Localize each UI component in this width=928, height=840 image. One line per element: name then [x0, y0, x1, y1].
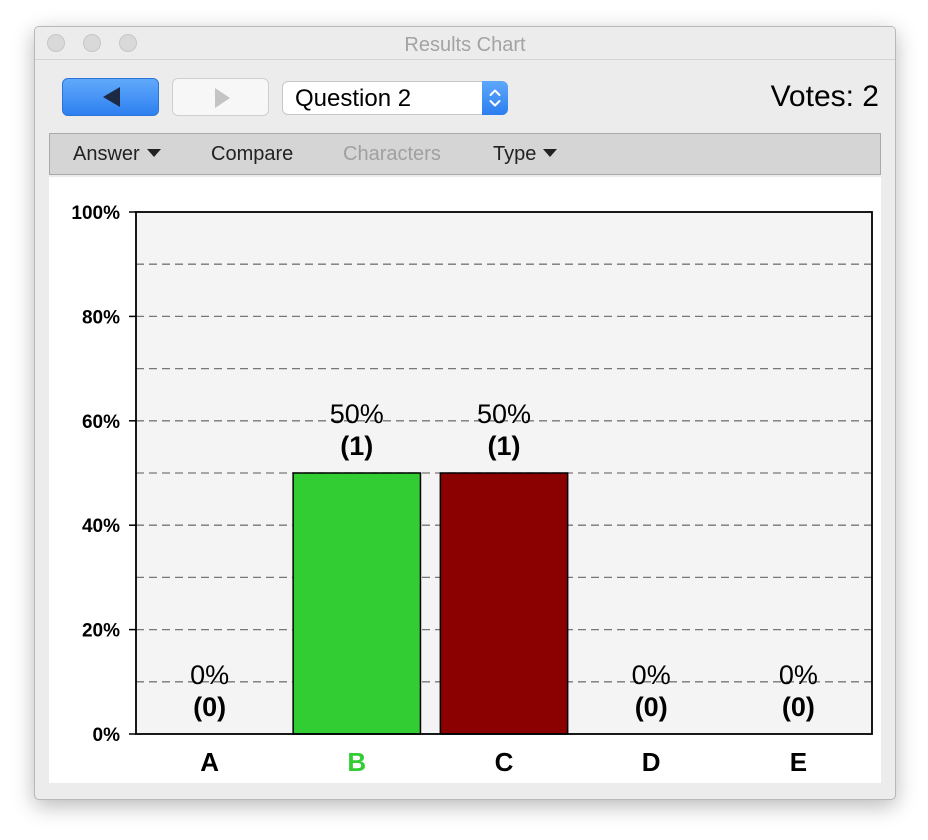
x-tick-label: C [495, 747, 514, 777]
results-chart-window: Results Chart Question 2 Votes: 2 Answer… [34, 26, 896, 800]
caret-down-icon [543, 149, 558, 157]
y-tick-label: 40% [82, 516, 120, 537]
x-tick-label: D [642, 747, 661, 777]
bar-value-label: 0% [190, 660, 229, 690]
menu-compare[interactable]: Compare [211, 143, 293, 166]
question-select[interactable]: Question 2 [282, 81, 508, 115]
menu-type-label: Type [493, 143, 537, 165]
bar-chart-svg: 0%20%40%60%80%100%0%(0)A50%(1)B50%(1)C0%… [71, 203, 873, 777]
title-bar: Results Chart [35, 27, 895, 60]
bar-value-label: 50% [330, 399, 384, 429]
window-title: Results Chart [404, 34, 526, 56]
menu-type[interactable]: Type [493, 143, 558, 166]
close-window-button[interactable] [47, 34, 65, 52]
arrow-right-icon [215, 88, 230, 108]
arrow-left-icon [103, 87, 120, 107]
bar-count-label: (1) [340, 431, 373, 461]
bar-count-label: (0) [635, 692, 668, 722]
bar-count-label: (0) [193, 692, 226, 722]
menu-compare-label: Compare [211, 143, 294, 165]
bar-count-label: (1) [488, 431, 521, 461]
y-tick-label: 80% [82, 307, 120, 328]
bar-c [439, 472, 569, 735]
bar-count-label: (0) [782, 692, 815, 722]
y-tick-label: 100% [71, 203, 120, 224]
bar-b [292, 472, 422, 735]
minimize-window-button[interactable] [83, 34, 101, 52]
chart-menu-bar: Answer Compare Characters Type [49, 133, 881, 175]
plot-border [135, 211, 873, 735]
x-tick-label: E [790, 747, 807, 777]
bar-value-label: 0% [632, 660, 671, 690]
results-bar-chart: 0% 20% 40% 60% 80% 100% 0% (0) A 50% (1) B 50% (1) C 0%… [49, 177, 881, 783]
votes-count: Votes: 2 [770, 80, 879, 113]
bar-value-label: 0% [779, 660, 818, 690]
zoom-window-button[interactable] [119, 34, 137, 52]
x-tick-label: A [200, 747, 219, 777]
y-tick-label: 0% [93, 725, 121, 746]
caret-down-icon [146, 149, 161, 157]
y-tick-label: 20% [82, 621, 120, 642]
y-tick-label: 60% [82, 412, 120, 433]
select-arrows-icon [482, 81, 508, 115]
menu-characters-label: Characters [343, 143, 441, 165]
x-tick-label: B [347, 747, 366, 777]
bar-value-label: 50% [477, 399, 531, 429]
menu-answer-label: Answer [73, 143, 140, 165]
menu-answer[interactable]: Answer [73, 143, 161, 166]
next-question-button[interactable] [172, 78, 269, 116]
menu-characters: Characters [343, 143, 441, 166]
question-select-value: Question 2 [295, 85, 412, 112]
previous-question-button[interactable] [62, 78, 159, 116]
